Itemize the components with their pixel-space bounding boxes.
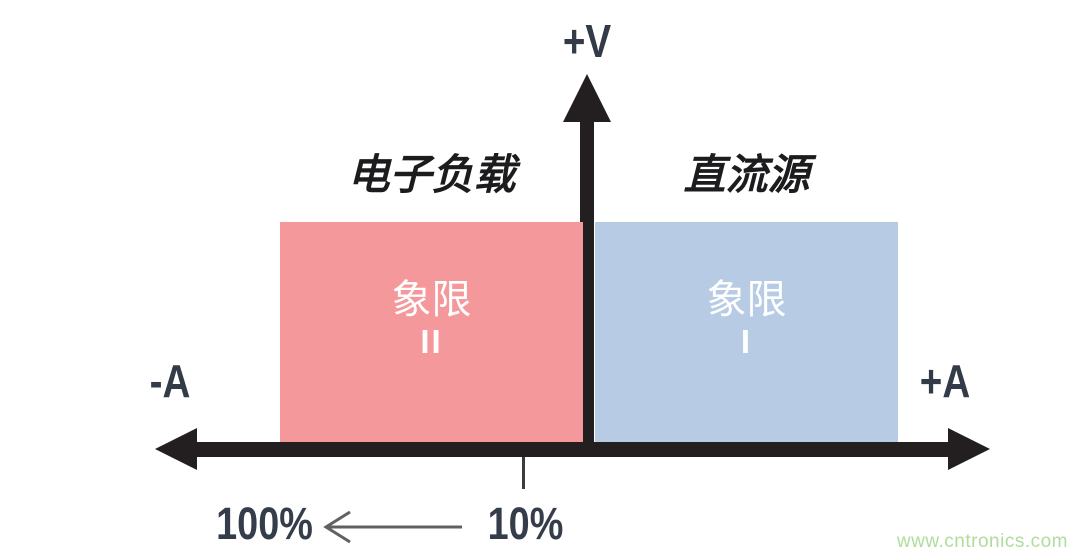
x-axis-left-label: -A — [149, 355, 191, 407]
ten-percent-tick-mark — [522, 457, 525, 489]
v-axis-line — [580, 116, 594, 446]
quadrant-1-numeral: I — [740, 323, 753, 360]
electronic-load-title: 电子负载 — [347, 151, 516, 198]
v-axis-arrowhead-icon — [563, 74, 611, 122]
site-watermark: www.cntronics.com — [896, 531, 1068, 552]
quadrant-2-numeral: II — [420, 323, 443, 360]
left-arrow-icon — [323, 510, 462, 544]
x-axis-line — [186, 442, 956, 457]
x-axis-right-arrowhead-icon — [948, 428, 990, 470]
scale-left-value: 100% — [216, 498, 313, 549]
scale-right-value: 10% — [487, 498, 564, 549]
quadrant-1-region: 象限 I — [595, 222, 898, 442]
quadrant-1-word: 象限 — [706, 278, 787, 322]
x-axis-right-label: +A — [919, 355, 971, 407]
v-axis-label: +V — [562, 15, 612, 67]
quadrant-2-region: 象限 II — [280, 222, 583, 442]
dc-source-title: 直流源 — [683, 151, 810, 198]
quadrant-2-word: 象限 — [391, 278, 472, 322]
